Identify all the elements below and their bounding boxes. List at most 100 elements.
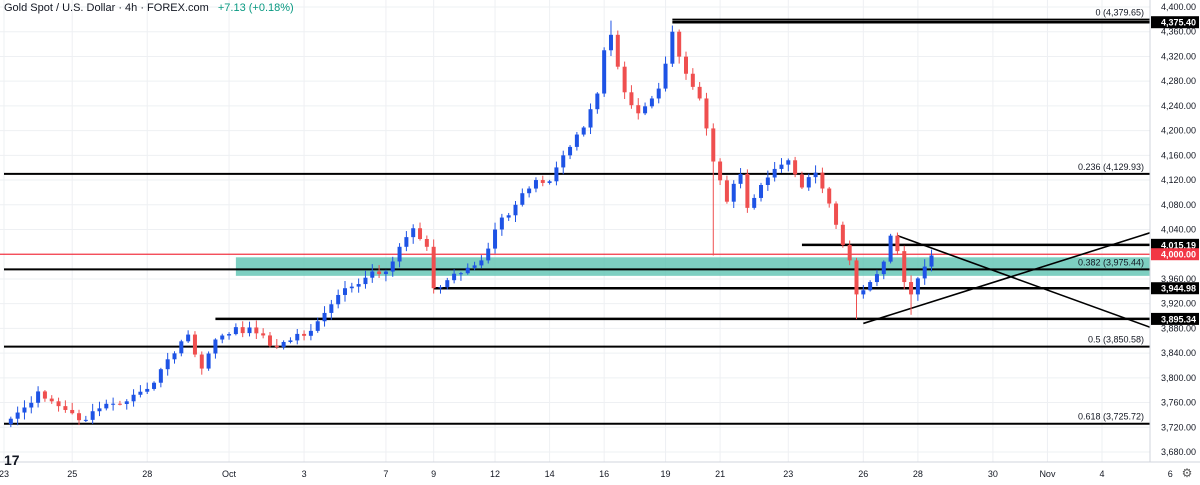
candle[interactable] (847, 240, 852, 266)
candle[interactable] (547, 179, 552, 185)
candle[interactable] (806, 173, 811, 191)
candle[interactable] (479, 255, 484, 269)
candle[interactable] (465, 263, 470, 275)
candle[interactable] (724, 175, 729, 204)
candle[interactable] (540, 175, 545, 187)
candle[interactable] (315, 317, 320, 333)
candle[interactable] (909, 275, 914, 315)
candle[interactable] (834, 201, 839, 229)
candle[interactable] (588, 103, 593, 135)
candle[interactable] (261, 328, 266, 339)
candle[interactable] (820, 167, 825, 194)
candle[interactable] (690, 68, 695, 90)
time-axis[interactable]: 23 25 28 Oct 3 7 9 12 14 16 19 21 23 26 28 30 Nov 4 6 (0, 461, 1200, 479)
candle[interactable] (227, 332, 232, 340)
candle[interactable] (752, 194, 757, 210)
candle[interactable] (677, 29, 682, 64)
candle[interactable] (199, 351, 204, 375)
candle[interactable] (213, 338, 218, 359)
candle[interactable] (881, 260, 886, 280)
candle[interactable] (397, 243, 402, 268)
candle[interactable] (308, 324, 313, 341)
candle[interactable] (383, 269, 388, 282)
candle[interactable] (356, 278, 361, 293)
candle[interactable] (745, 169, 750, 213)
candle[interactable] (247, 321, 252, 337)
candle[interactable] (458, 271, 463, 281)
candle[interactable] (145, 382, 150, 394)
candle[interactable] (922, 259, 927, 285)
candle[interactable] (192, 331, 197, 358)
candle[interactable] (343, 281, 347, 302)
candle[interactable] (349, 282, 354, 293)
candle[interactable] (581, 126, 586, 137)
candle[interactable] (165, 352, 170, 376)
candle[interactable] (104, 399, 109, 411)
candle[interactable] (561, 150, 566, 175)
candle[interactable] (152, 381, 157, 391)
candle[interactable] (404, 231, 409, 252)
candle[interactable] (527, 186, 532, 198)
candle[interactable] (574, 131, 579, 151)
candle[interactable] (636, 98, 641, 120)
candle[interactable] (111, 397, 116, 411)
candle[interactable] (438, 285, 443, 294)
candle[interactable] (486, 242, 491, 264)
candle[interactable] (861, 284, 866, 299)
candle[interactable] (131, 389, 136, 407)
candle[interactable] (8, 416, 13, 428)
candle[interactable] (49, 395, 54, 404)
candle[interactable] (602, 47, 607, 97)
candle[interactable] (138, 385, 143, 398)
candle[interactable] (929, 249, 934, 272)
candle[interactable] (390, 256, 395, 277)
candle[interactable] (608, 20, 613, 57)
candle[interactable] (506, 212, 511, 221)
candle[interactable] (629, 85, 634, 109)
candle[interactable] (663, 56, 668, 92)
candle[interactable] (827, 186, 832, 208)
candle[interactable] (718, 158, 723, 186)
candle[interactable] (799, 171, 804, 190)
trend-line[interactable] (897, 234, 1171, 336)
candle[interactable] (29, 396, 34, 414)
candle[interactable] (499, 213, 504, 236)
candle[interactable] (704, 92, 709, 136)
symbol-title[interactable]: Gold Spot / U.S. Dollar · 4h · FOREX.com (4, 2, 209, 14)
candle[interactable] (431, 239, 436, 294)
candle[interactable] (868, 280, 873, 292)
candle[interactable] (233, 323, 238, 336)
tradingview-logo[interactable]: 17 (4, 452, 20, 468)
candle[interactable] (36, 386, 41, 408)
candle[interactable] (670, 25, 675, 67)
candle[interactable] (895, 232, 900, 256)
candle[interactable] (281, 340, 286, 350)
candle[interactable] (533, 177, 538, 193)
candle[interactable] (738, 168, 743, 189)
candle[interactable] (840, 221, 845, 248)
candle[interactable] (254, 320, 259, 340)
candle[interactable] (15, 406, 20, 426)
candle[interactable] (595, 92, 600, 114)
candle[interactable] (765, 170, 770, 191)
candle[interactable] (513, 200, 518, 223)
candle[interactable] (472, 261, 477, 271)
candle[interactable] (322, 306, 327, 327)
candle[interactable] (445, 277, 450, 290)
candle[interactable] (684, 51, 688, 80)
candle[interactable] (656, 82, 661, 104)
candle[interactable] (411, 224, 416, 244)
gear-icon[interactable]: ⚙ (1181, 466, 1193, 480)
candle[interactable] (370, 264, 375, 283)
candle[interactable] (240, 321, 245, 338)
candle[interactable] (206, 351, 211, 371)
candle[interactable] (172, 351, 177, 364)
candle[interactable] (83, 415, 88, 423)
candle[interactable] (902, 245, 907, 290)
candle[interactable] (22, 400, 27, 420)
candle[interactable] (329, 299, 334, 320)
candle[interactable] (711, 123, 716, 256)
candle[interactable] (424, 235, 429, 251)
